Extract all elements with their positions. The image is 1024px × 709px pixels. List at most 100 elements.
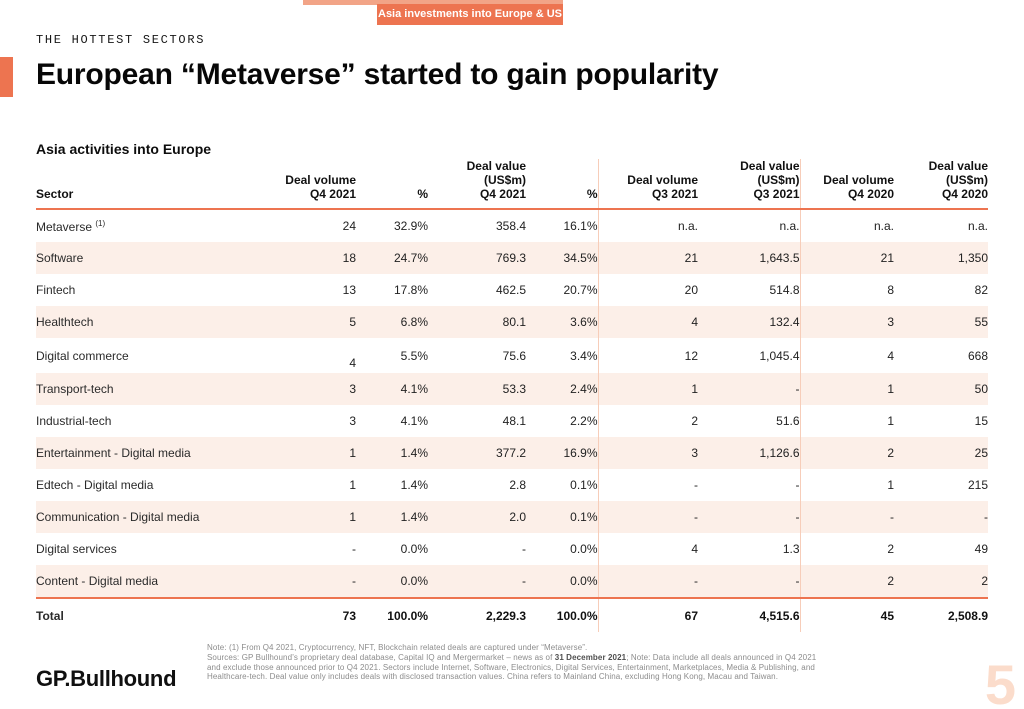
value-cell: 2,229.3 [428, 597, 526, 632]
value-cell: 3 [349, 414, 356, 428]
value-cell: - [698, 373, 800, 405]
footnote-line: Healthcare-tech. Deal value only include… [207, 672, 779, 682]
value-cell: 3.4% [570, 348, 598, 363]
table-row: Digital commerce 4 5.5% 75.6 3.4% 12 1,045.4 4 6… [36, 338, 988, 373]
sector-cell: Communication - Digital media [36, 501, 271, 533]
table-row: Fintech 13 17.8% 462.5 20.7% 20 514.8 8 82 [36, 274, 988, 306]
value-cell: 34.5% [526, 242, 598, 274]
value-cell: 4 [597, 306, 698, 338]
footnotes: Note: (1) From Q4 2021, Cryptocurrency, … [207, 643, 897, 682]
gp-bullhound-logo: GP.Bullhound [36, 666, 177, 691]
value-cell: - [597, 469, 698, 501]
value-cell: 0.0% [526, 565, 598, 598]
value-cell: n.a. [779, 219, 800, 233]
table-row: Industrial-tech 3 4.1% 48.1 2.2% 2 51.6 1 15 [36, 405, 988, 437]
value-cell: 2.0 [428, 501, 526, 533]
value-cell: 5.5% [400, 348, 428, 363]
table-row: Metaverse (1) 24 32.9% 358.4 16.1% n.a. n.a. n.… [36, 209, 988, 242]
value-cell: 462.5 [495, 283, 526, 297]
value-cell: - [698, 565, 800, 598]
value-cell: 3 [799, 306, 894, 338]
footnote-line: and exclude those announced prior to Q4 … [207, 662, 815, 672]
value-cell: - [597, 501, 698, 533]
value-cell: 49 [974, 542, 988, 556]
value-cell: 2 [799, 437, 894, 469]
badge-strip [303, 0, 563, 5]
value-cell: 50 [894, 373, 988, 405]
value-cell: 2 [597, 405, 698, 437]
value-cell: 4.1% [400, 414, 428, 428]
value-cell: 1,643.5 [698, 242, 800, 274]
value-cell: n.a. [799, 209, 894, 242]
sector-cell: Transport-tech [36, 373, 271, 405]
value-cell: 20.7% [563, 283, 598, 297]
value-cell: 17.8% [393, 283, 428, 297]
value-cell: 45 [799, 597, 894, 632]
value-cell: n.a. [597, 209, 698, 242]
table-row: Software 18 24.7% 769.3 34.5% 21 1,643.5 21 1,35… [36, 242, 988, 274]
value-cell: 18 [271, 242, 356, 274]
value-cell: 24.7% [356, 242, 428, 274]
sector-cell: Total [36, 597, 271, 632]
value-cell: 4 [799, 338, 894, 373]
value-cell: 4,515.6 [698, 597, 800, 632]
value-cell: - [522, 542, 526, 556]
footnote-date: 31 December 2021 [554, 652, 627, 662]
table-header-row: Sector Deal volume Q4 2021% Deal value (US… [36, 159, 988, 209]
value-cell: 1 [271, 501, 356, 533]
sector-cell: Fintech [36, 283, 76, 297]
column-header: Deal value (US$m) Q4 2021 [466, 159, 526, 201]
value-cell: 2.4% [526, 373, 598, 405]
value-cell: 73 [271, 597, 356, 632]
column-header: Deal volume Q4 2021 [285, 173, 356, 201]
value-cell: 1 [597, 373, 698, 405]
value-cell: 24 [342, 219, 356, 233]
value-cell: 15 [974, 414, 988, 428]
sector-cell: Edtech - Digital media [36, 478, 154, 492]
table-row: Healthtech 5 6.8% 80.1 3.6% 4 132.4 3 55 [36, 306, 988, 338]
value-cell: 0.0% [356, 565, 428, 598]
value-cell: 769.3 [428, 242, 526, 274]
value-cell: 6.8% [356, 306, 428, 338]
value-cell: n.a. [967, 219, 988, 233]
value-cell: 16.1% [563, 219, 598, 233]
value-cell: 25 [894, 437, 988, 469]
value-cell: 668 [967, 348, 988, 363]
value-cell: 16.9% [526, 437, 598, 469]
footnote-line: Note: (1) From Q4 2021, Cryptocurrency, … [207, 643, 588, 652]
value-cell: 0.1% [570, 478, 598, 492]
value-cell: 1 [799, 469, 894, 501]
page-number: 5 [984, 653, 1016, 709]
value-cell: 2 [799, 533, 894, 565]
value-cell: 21 [597, 242, 698, 274]
value-cell: 80.1 [428, 306, 526, 338]
value-cell: 55 [894, 306, 988, 338]
value-cell: 1 [799, 373, 894, 405]
value-cell: 53.3 [428, 373, 526, 405]
table-row: Transport-tech 3 4.1% 53.3 2.4% 1-1 50 [36, 373, 988, 405]
value-cell: 1 [799, 405, 894, 437]
column-header: Deal volume Q3 2021 [597, 159, 698, 209]
value-cell: 377.2 [428, 437, 526, 469]
table-body: Metaverse (1) 24 32.9% 358.4 16.1% n.a. n.a. n.… [36, 209, 988, 598]
eyebrow-label: THE HOTTEST SECTORS [36, 33, 206, 47]
value-cell: 5 [271, 306, 356, 338]
value-cell: 1.4% [356, 437, 428, 469]
value-cell: - [597, 565, 698, 598]
value-cell: 4.1% [356, 373, 428, 405]
value-cell: 514.8 [769, 283, 800, 297]
table-caption: Asia activities into Europe [36, 141, 212, 157]
footnote-marker: (1) [95, 218, 106, 228]
column-header: % [417, 187, 428, 201]
value-cell: 21 [799, 242, 894, 274]
value-cell: 132.4 [698, 306, 800, 338]
value-cell: 12 [597, 338, 698, 373]
value-cell: 100.0% [356, 597, 428, 632]
value-cell: 1.4% [400, 478, 428, 492]
value-cell: 1 [349, 478, 356, 492]
sector-cell: Software [36, 242, 271, 274]
sector-cell: Digital services [36, 542, 117, 556]
value-cell: 67 [597, 597, 698, 632]
value-cell: 0.1% [526, 501, 598, 533]
value-cell: 3 [271, 373, 356, 405]
